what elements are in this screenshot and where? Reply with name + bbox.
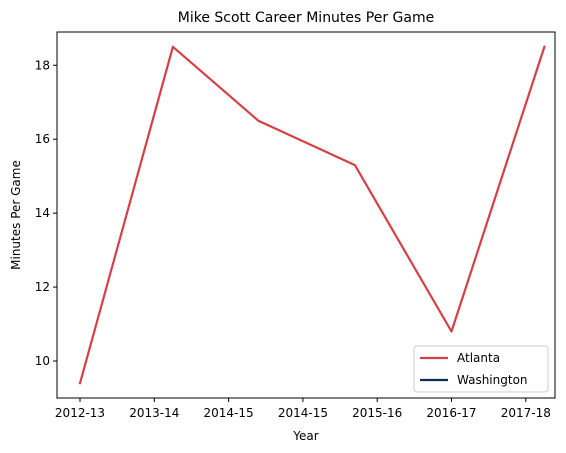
y-tick-label: 10 bbox=[35, 354, 50, 368]
series-line-atlanta bbox=[78, 45, 546, 385]
y-tick-label: 12 bbox=[35, 280, 50, 294]
y-tick-label: 16 bbox=[35, 132, 50, 146]
x-axis: 2012-13 2013-14 2014-15 2014-15 2015-16 2016-… bbox=[55, 398, 551, 420]
x-tick-label: 2014-15 bbox=[278, 406, 328, 420]
x-tick-label: 2013-14 bbox=[129, 406, 179, 420]
chart-title: Mike Scott Career Minutes Per Game bbox=[178, 10, 434, 26]
legend: Atlanta Washington bbox=[413, 345, 549, 393]
x-tick-label: 2014-15 bbox=[204, 406, 254, 420]
plot-frame bbox=[56, 31, 556, 399]
y-axis-label: Minutes Per Game bbox=[9, 160, 23, 270]
legend-label-washington: Washington bbox=[457, 373, 528, 387]
x-tick-label: 2015-16 bbox=[352, 406, 402, 420]
legend-label-atlanta: Atlanta bbox=[457, 351, 500, 365]
y-axis: 10 12 14 16 18 bbox=[35, 58, 57, 368]
x-tick-label: 2016-17 bbox=[426, 406, 476, 420]
plot-area bbox=[56, 31, 556, 399]
x-tick-label: 2012-13 bbox=[55, 406, 105, 420]
y-tick-label: 14 bbox=[35, 206, 50, 220]
x-axis-label: Year bbox=[292, 429, 318, 443]
y-tick-label: 18 bbox=[35, 58, 50, 72]
x-tick-label: 2017-18 bbox=[501, 406, 551, 420]
